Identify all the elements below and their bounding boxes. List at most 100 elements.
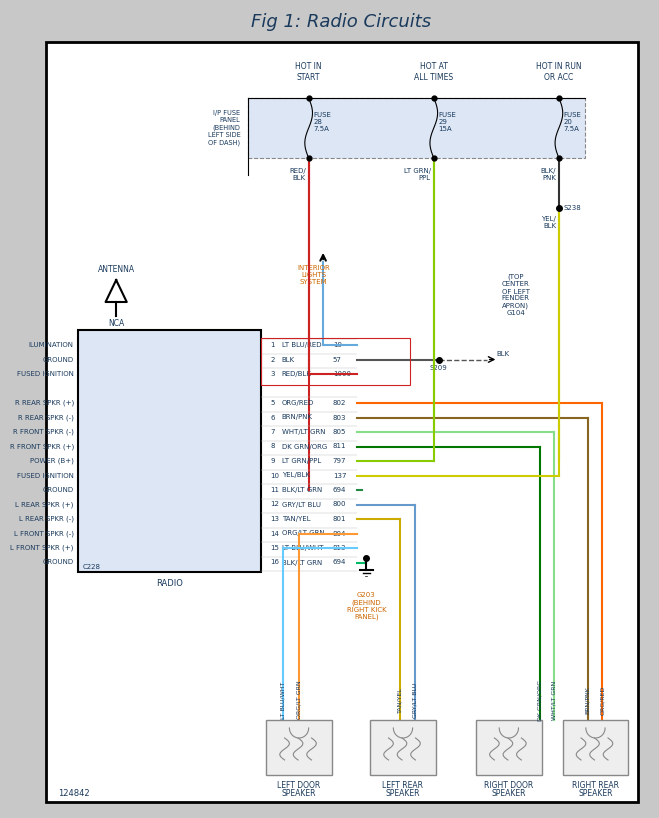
- Bar: [248, 98, 585, 158]
- Text: (TOP
CENTER
OF LEFT
FENDER
APRON)
G104: (TOP CENTER OF LEFT FENDER APRON) G104: [501, 274, 530, 316]
- Text: BLK/LT GRN: BLK/LT GRN: [281, 487, 322, 493]
- Text: LT GRN/PPL: LT GRN/PPL: [281, 458, 321, 464]
- Text: 15: 15: [270, 545, 279, 551]
- Text: 801: 801: [333, 516, 346, 522]
- Text: SPEAKER: SPEAKER: [492, 789, 526, 798]
- Text: 813: 813: [333, 545, 346, 551]
- Text: Fig 1: Radio Circuits: Fig 1: Radio Circuits: [251, 13, 432, 31]
- Text: 800: 800: [333, 501, 346, 507]
- Text: POWER (B+): POWER (B+): [30, 458, 74, 465]
- Text: 3: 3: [270, 371, 275, 377]
- Text: 802: 802: [333, 400, 346, 406]
- Text: FUSE
29
15A: FUSE 29 15A: [439, 112, 457, 132]
- Text: LEFT DOOR: LEFT DOOR: [277, 780, 321, 789]
- Text: ORG/RED: ORG/RED: [281, 400, 314, 406]
- Text: RIGHT REAR: RIGHT REAR: [572, 780, 619, 789]
- Text: L REAR SPKR (-): L REAR SPKR (-): [19, 516, 74, 522]
- Text: LT BLU/WHT: LT BLU/WHT: [281, 545, 323, 551]
- Text: WHT/LT GRN: WHT/LT GRN: [552, 681, 557, 720]
- Text: 1: 1: [270, 342, 275, 348]
- Text: ORG/LT GRN: ORG/LT GRN: [297, 681, 302, 719]
- Text: 19: 19: [333, 342, 342, 348]
- Text: 803: 803: [333, 415, 346, 420]
- Text: SPEAKER: SPEAKER: [386, 789, 420, 798]
- Text: BLK: BLK: [281, 357, 295, 362]
- Text: 1000: 1000: [333, 371, 351, 377]
- Text: GROUND: GROUND: [43, 487, 74, 493]
- Text: L FRONT SPKR (-): L FRONT SPKR (-): [14, 530, 74, 537]
- Text: 124842: 124842: [59, 789, 90, 798]
- Text: GROUND: GROUND: [43, 560, 74, 565]
- Text: DK GRN/ORG: DK GRN/ORG: [537, 680, 542, 721]
- Bar: [266, 720, 331, 775]
- Text: FUSE
20
7.5A: FUSE 20 7.5A: [563, 112, 582, 132]
- Text: LT GRN/
PPL: LT GRN/ PPL: [404, 169, 431, 182]
- Text: NCA: NCA: [108, 320, 125, 329]
- Text: ORG/LT GRN: ORG/LT GRN: [281, 531, 324, 537]
- Text: RADIO: RADIO: [156, 579, 183, 588]
- Text: LT BLU/RED: LT BLU/RED: [281, 342, 321, 348]
- Text: R FRONT SPKR (+): R FRONT SPKR (+): [10, 443, 74, 450]
- Text: ANTENNA: ANTENNA: [98, 266, 134, 275]
- Text: 797: 797: [333, 458, 346, 464]
- Bar: [476, 720, 542, 775]
- Text: BRN/PNK: BRN/PNK: [585, 686, 590, 714]
- Text: LT BLU/WHT: LT BLU/WHT: [280, 681, 285, 719]
- Text: 14: 14: [270, 531, 279, 537]
- Text: LEFT REAR: LEFT REAR: [382, 780, 424, 789]
- Text: S209: S209: [430, 365, 447, 371]
- Text: BLK/
PNK: BLK/ PNK: [540, 169, 556, 182]
- Text: BLK: BLK: [496, 352, 509, 357]
- Text: GROUND: GROUND: [43, 357, 74, 362]
- Text: INTERIOR
LIGHTS
SYSTEM: INTERIOR LIGHTS SYSTEM: [297, 265, 330, 285]
- Text: I/P FUSE
PANEL
(BEHIND
LEFT SIDE
OF DASH): I/P FUSE PANEL (BEHIND LEFT SIDE OF DASH…: [208, 110, 241, 146]
- Bar: [260, 338, 410, 384]
- Bar: [78, 330, 260, 572]
- Text: SPEAKER: SPEAKER: [282, 789, 316, 798]
- Text: HOT IN RUN
OR ACC: HOT IN RUN OR ACC: [536, 62, 582, 82]
- Text: HOT AT
ALL TIMES: HOT AT ALL TIMES: [415, 62, 453, 82]
- Text: HOT IN
START: HOT IN START: [295, 62, 322, 82]
- Text: 7: 7: [270, 429, 275, 435]
- Text: FUSE
28
7.5A: FUSE 28 7.5A: [314, 112, 331, 132]
- Text: 137: 137: [333, 473, 346, 479]
- Text: 9: 9: [270, 458, 275, 464]
- Text: 805: 805: [333, 429, 346, 435]
- Text: 10: 10: [270, 473, 279, 479]
- Text: ORG/RED: ORG/RED: [600, 685, 605, 715]
- Text: L FRONT SPKR (+): L FRONT SPKR (+): [11, 545, 74, 551]
- Text: 804: 804: [333, 531, 346, 537]
- Text: 694: 694: [333, 487, 346, 493]
- Text: YEL/BLK: YEL/BLK: [281, 473, 310, 479]
- Text: YEL/
BLK: YEL/ BLK: [541, 215, 556, 228]
- Text: 8: 8: [270, 443, 275, 450]
- Text: GRY/LT BLU: GRY/LT BLU: [281, 501, 321, 507]
- Text: FUSED IGNITION: FUSED IGNITION: [17, 371, 74, 377]
- Text: TAN/YEL: TAN/YEL: [397, 687, 403, 712]
- Text: S238: S238: [563, 205, 581, 211]
- Text: DK GRN/ORG: DK GRN/ORG: [281, 443, 327, 450]
- Text: TAN/YEL: TAN/YEL: [281, 516, 310, 522]
- Text: 6: 6: [270, 415, 275, 420]
- Text: 2: 2: [270, 357, 275, 362]
- Text: R REAR SPKR (-): R REAR SPKR (-): [18, 414, 74, 420]
- Text: 5: 5: [270, 400, 275, 406]
- Text: BRN/PNK: BRN/PNK: [281, 415, 313, 420]
- Text: G203
(BEHIND
RIGHT KICK
PANEL): G203 (BEHIND RIGHT KICK PANEL): [347, 592, 386, 620]
- Text: 694: 694: [333, 560, 346, 565]
- Text: 57: 57: [333, 357, 341, 362]
- Text: R REAR SPKR (+): R REAR SPKR (+): [14, 400, 74, 407]
- Text: 16: 16: [270, 560, 279, 565]
- Text: RIGHT DOOR: RIGHT DOOR: [484, 780, 534, 789]
- Bar: [370, 720, 436, 775]
- Text: BLK/LT GRN: BLK/LT GRN: [281, 560, 322, 565]
- Text: 811: 811: [333, 443, 346, 450]
- Text: 12: 12: [270, 501, 279, 507]
- Text: ILUMINATION: ILUMINATION: [29, 342, 74, 348]
- Text: SPEAKER: SPEAKER: [578, 789, 613, 798]
- Text: WHT/LT GRN: WHT/LT GRN: [281, 429, 325, 435]
- Text: GRY/LT BLU: GRY/LT BLU: [412, 682, 417, 717]
- Text: 11: 11: [270, 487, 279, 493]
- Text: R FRONT SPKR (-): R FRONT SPKR (-): [13, 429, 74, 435]
- Text: C228: C228: [82, 564, 100, 570]
